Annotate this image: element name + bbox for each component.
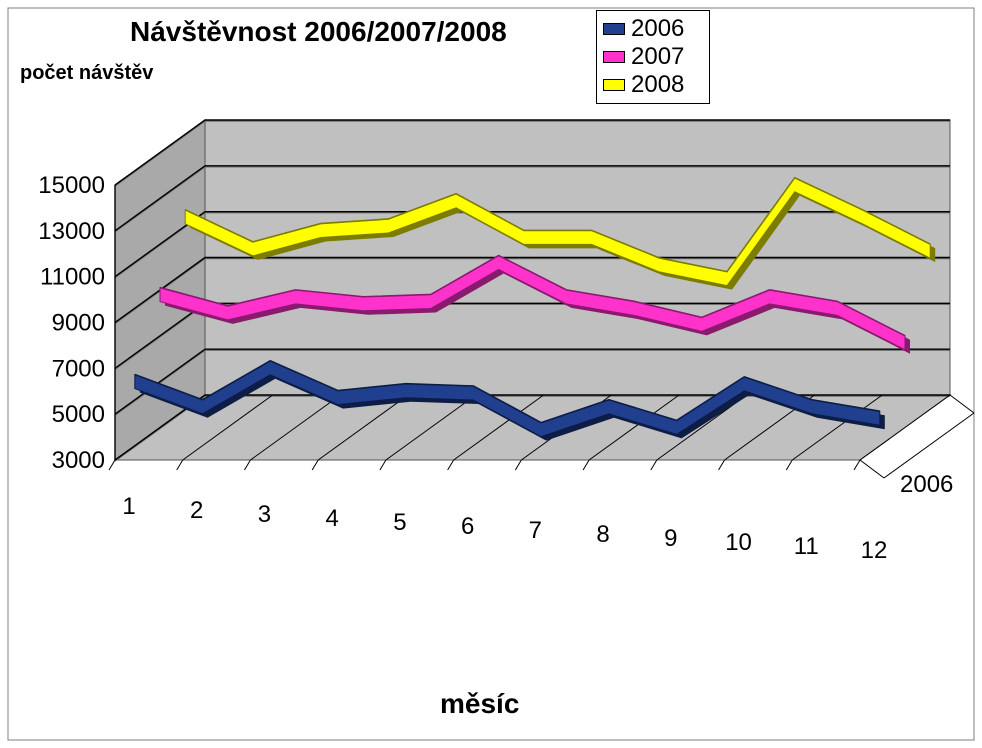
svg-text:11: 11 [794,533,819,560]
svg-text:9: 9 [664,525,677,552]
svg-text:3000: 3000 [52,447,105,474]
legend-item: 2007 [603,43,703,71]
legend-item: 2006 [603,15,703,43]
svg-text:15000: 15000 [38,172,105,199]
svg-text:1: 1 [122,493,135,520]
svg-text:11000: 11000 [40,264,105,291]
legend-swatch-2008 [603,79,625,91]
legend: 2006 2007 2008 [596,10,710,104]
svg-text:2: 2 [190,497,203,524]
svg-text:5: 5 [393,509,406,536]
svg-text:8: 8 [596,521,609,548]
svg-text:5000: 5000 [52,401,105,428]
svg-text:4: 4 [326,505,339,532]
y-axis-title: počet návštěv [20,62,153,85]
svg-text:7: 7 [529,517,542,544]
legend-label: 2007 [631,45,684,69]
legend-label: 2008 [631,73,684,97]
svg-text:13000: 13000 [38,218,105,245]
svg-text:3: 3 [258,501,271,528]
legend-swatch-2007 [603,51,625,63]
legend-label: 2006 [631,17,684,41]
legend-item: 2008 [603,71,703,99]
svg-text:10: 10 [725,529,752,556]
legend-swatch-2006 [603,23,625,35]
chart-title: Návštěvnost 2006/2007/2008 [130,16,507,48]
x-axis-title: měsíc [440,688,519,720]
svg-text:2006: 2006 [900,471,953,498]
chart-plot: 3000500070009000110001300015000123456789… [0,0,982,748]
chart-container: Návštěvnost 2006/2007/2008 počet návštěv… [0,0,982,748]
svg-text:7000: 7000 [52,355,105,382]
svg-text:12: 12 [861,537,888,564]
svg-text:9000: 9000 [52,310,105,337]
svg-text:6: 6 [461,513,474,540]
